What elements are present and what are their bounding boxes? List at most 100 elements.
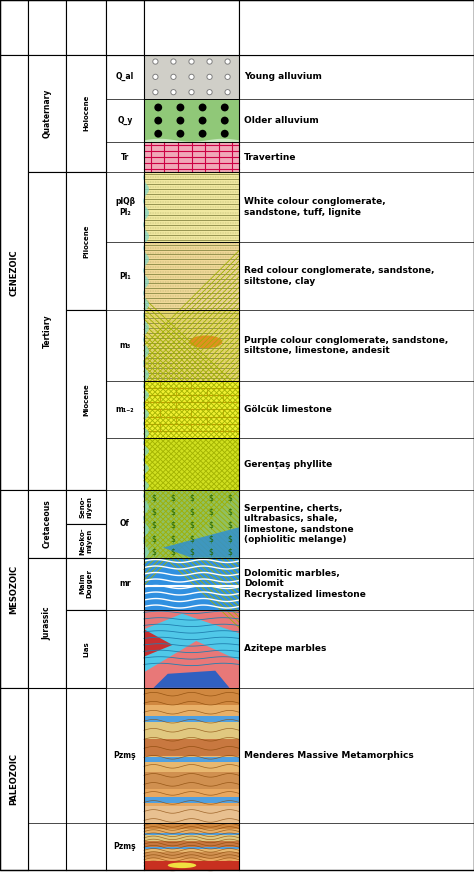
Text: Pliocene: Pliocene — [83, 224, 89, 257]
Text: $: $ — [208, 493, 213, 503]
Bar — [144, 557, 239, 610]
Bar — [144, 755, 239, 773]
Circle shape — [189, 59, 194, 64]
Bar — [144, 688, 239, 823]
Circle shape — [189, 74, 194, 80]
Text: Serpentine, cherts,
ultrabasics, shale,
limestone, sandstone
(ophiolitic melange: Serpentine, cherts, ultrabasics, shale, … — [244, 504, 354, 544]
Bar — [144, 823, 239, 870]
Bar — [144, 172, 239, 242]
Bar — [144, 797, 239, 803]
Text: $: $ — [170, 507, 175, 516]
Text: Purple colour conglomerate, sandstone,
siltstone, limestone, andesit: Purple colour conglomerate, sandstone, s… — [244, 336, 448, 355]
Bar — [144, 861, 239, 863]
Circle shape — [225, 89, 230, 94]
Bar — [66, 610, 106, 688]
Text: Red colour conglomerate, sandstone,
siltstone, clay: Red colour conglomerate, sandstone, silt… — [244, 267, 434, 286]
Bar — [144, 610, 239, 688]
Bar — [144, 172, 239, 242]
Text: Quaternary: Quaternary — [43, 88, 52, 138]
Text: Tr: Tr — [121, 152, 129, 162]
Bar — [66, 310, 106, 490]
Bar — [0, 0, 28, 55]
Bar — [144, 835, 239, 841]
Circle shape — [221, 130, 228, 137]
Bar — [144, 722, 239, 738]
Bar — [144, 757, 239, 762]
Text: Seno-
niyen: Seno- niyen — [80, 496, 92, 518]
Circle shape — [225, 74, 230, 80]
Bar — [144, 99, 239, 143]
Bar — [144, 438, 239, 490]
Bar — [144, 143, 239, 172]
Text: $: $ — [151, 521, 156, 529]
Text: Jurassic: Jurassic — [43, 606, 52, 640]
Bar — [144, 833, 239, 835]
Bar — [144, 823, 239, 870]
Text: Pl₁: Pl₁ — [119, 271, 131, 281]
Polygon shape — [144, 629, 173, 656]
Text: Series: Series — [81, 10, 91, 45]
Polygon shape — [163, 528, 239, 557]
Text: $: $ — [189, 521, 194, 529]
Text: plQβ
Pl₂: plQβ Pl₂ — [115, 197, 135, 217]
Circle shape — [171, 59, 176, 64]
Circle shape — [221, 103, 228, 111]
Text: Lias: Lias — [83, 641, 89, 657]
Text: White colour conglomerate,
sandstone, tuff, lignite: White colour conglomerate, sandstone, tu… — [244, 197, 386, 217]
Text: System: System — [42, 7, 52, 48]
Text: $: $ — [151, 535, 156, 543]
Circle shape — [155, 116, 162, 124]
Circle shape — [176, 130, 184, 137]
Ellipse shape — [168, 863, 196, 868]
Bar — [144, 847, 239, 852]
Text: $: $ — [170, 535, 175, 543]
Circle shape — [199, 130, 207, 137]
Bar — [144, 0, 239, 55]
Text: $: $ — [170, 493, 175, 503]
Bar — [144, 852, 239, 858]
Circle shape — [207, 74, 212, 80]
Bar — [144, 738, 239, 755]
Text: Era: Era — [9, 18, 19, 37]
Bar — [144, 242, 239, 310]
Bar — [66, 557, 106, 610]
Text: Gerenţaş phyllite: Gerenţaş phyllite — [244, 459, 332, 468]
Text: Menderes Massive Metamorphics: Menderes Massive Metamorphics — [244, 751, 414, 760]
Bar — [144, 861, 239, 870]
Bar — [66, 0, 106, 55]
Ellipse shape — [189, 335, 222, 348]
Bar — [144, 310, 239, 381]
Text: $: $ — [208, 507, 213, 516]
Bar — [144, 381, 239, 438]
Bar — [66, 172, 106, 310]
Text: $: $ — [170, 548, 175, 556]
Text: Lithology: Lithology — [328, 23, 385, 32]
Circle shape — [199, 103, 207, 111]
Bar — [0, 55, 28, 490]
Bar — [0, 490, 28, 688]
Text: $: $ — [227, 548, 232, 556]
Bar — [144, 789, 239, 806]
Circle shape — [153, 74, 158, 80]
Bar — [66, 524, 106, 557]
Text: Older alluvium: Older alluvium — [244, 116, 319, 125]
Polygon shape — [144, 613, 239, 672]
Polygon shape — [154, 670, 229, 688]
Text: $: $ — [227, 507, 232, 516]
Text: Pzmş: Pzmş — [114, 842, 137, 851]
Bar — [144, 829, 239, 835]
Circle shape — [153, 59, 158, 64]
Text: Q_al: Q_al — [116, 73, 134, 81]
Circle shape — [207, 59, 212, 64]
Text: Azitepe marbles: Azitepe marbles — [244, 644, 327, 654]
Text: Miocene: Miocene — [83, 383, 89, 416]
Text: Gölcük limestone: Gölcük limestone — [244, 405, 332, 414]
Bar — [144, 557, 239, 610]
Bar — [106, 0, 144, 55]
Text: mr: mr — [119, 579, 131, 588]
Bar — [28, 490, 66, 557]
Bar — [28, 172, 66, 490]
Bar — [144, 847, 239, 849]
Bar — [144, 688, 239, 704]
Bar — [144, 704, 239, 722]
